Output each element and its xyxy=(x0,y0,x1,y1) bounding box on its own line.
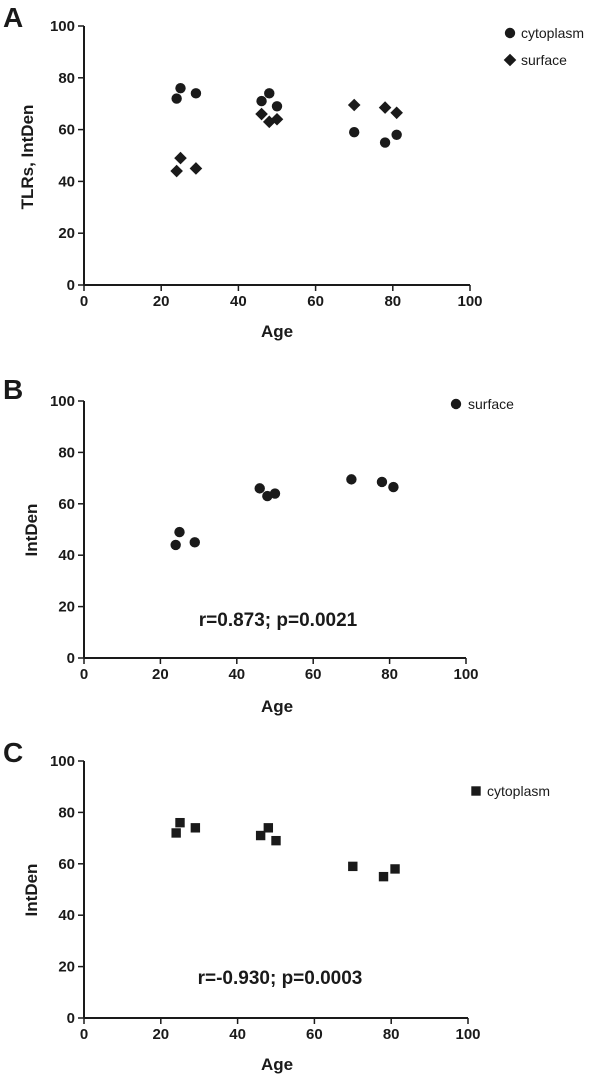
data-point-surface xyxy=(347,98,361,112)
x-tick-label: 100 xyxy=(457,293,482,310)
y-tick-label: 60 xyxy=(58,496,75,513)
data-point-cytoplasm xyxy=(378,871,389,882)
x-tick-label: 20 xyxy=(152,1026,169,1043)
legend-marker-surface xyxy=(450,398,462,410)
panel-b: B IntDen Age r=0.873; p=0.0021 surface 0… xyxy=(3,374,514,716)
y-tick-label: 40 xyxy=(58,907,75,924)
panel-label: B xyxy=(3,374,23,405)
data-point-cytoplasm xyxy=(264,88,275,99)
data-point-surface xyxy=(254,483,265,494)
data-point-surface xyxy=(270,112,284,126)
y-tick-label: 20 xyxy=(58,225,75,242)
data-point-cytoplasm xyxy=(349,126,360,138)
data-point-cytoplasm xyxy=(175,817,185,828)
x-tick-label: 100 xyxy=(455,1026,480,1043)
plot-area: 0 20 40 60 80 100 0 20 40 60 80 100 xyxy=(50,393,479,683)
x-tick-label: 40 xyxy=(230,293,247,310)
data-point-surface xyxy=(378,101,392,114)
x-tick-label: 60 xyxy=(305,666,322,683)
y-tick-label: 100 xyxy=(50,393,75,410)
data-point-cytoplasm xyxy=(190,823,201,833)
panel-c: C IntDen Age r=-0.930; p=0.0003 cytoplas… xyxy=(3,737,550,1074)
data-point-surface xyxy=(390,106,403,120)
legend-label: cytoplasm xyxy=(521,25,584,41)
data-point-cytoplasm xyxy=(171,828,181,838)
x-tick-label: 40 xyxy=(229,1026,246,1043)
x-tick-label: 40 xyxy=(228,666,245,683)
y-tick-label: 100 xyxy=(50,18,75,35)
data-point-cytoplasm xyxy=(256,95,267,107)
legend-marker-surface xyxy=(503,53,517,67)
x-tick-label: 80 xyxy=(381,666,398,683)
data-point-cytoplasm xyxy=(379,137,391,148)
correlation-annotation: r=0.873; p=0.0021 xyxy=(199,610,358,631)
x-tick-label: 60 xyxy=(307,293,324,310)
legend-marker-cytoplasm xyxy=(471,786,481,796)
x-axis-title: Age xyxy=(261,322,293,341)
y-tick-label: 0 xyxy=(67,1010,75,1027)
x-tick-label: 20 xyxy=(152,666,169,683)
y-tick-label: 40 xyxy=(58,547,75,564)
y-tick-label: 60 xyxy=(58,122,75,139)
x-tick-label: 80 xyxy=(384,293,401,310)
legend: cytoplasm xyxy=(471,783,550,799)
correlation-annotation: r=-0.930; p=0.0003 xyxy=(198,968,363,989)
data-point-surface xyxy=(170,539,181,551)
y-axis-title: TLRs, IntDen xyxy=(18,105,37,210)
data-point-cytoplasm xyxy=(271,101,283,112)
x-tick-label: 80 xyxy=(383,1026,400,1043)
data-point-cytoplasm xyxy=(391,129,402,140)
legend: surface xyxy=(450,396,514,412)
y-tick-label: 0 xyxy=(67,277,75,294)
legend-label: surface xyxy=(521,52,567,68)
data-point-surface xyxy=(376,476,388,488)
x-tick-label: 0 xyxy=(80,666,88,683)
x-tick-label: 0 xyxy=(80,1026,88,1043)
legend-label: surface xyxy=(468,396,514,412)
data-point-cytoplasm xyxy=(190,88,202,99)
x-axis-title: Age xyxy=(261,1055,293,1074)
y-tick-label: 60 xyxy=(58,856,75,873)
panel-label: A xyxy=(3,2,23,33)
data-point-surface xyxy=(269,488,281,499)
x-tick-label: 0 xyxy=(80,293,88,310)
plot-area: 0 20 40 60 80 100 0 20 40 60 80 100 xyxy=(50,18,483,310)
legend-label: cytoplasm xyxy=(487,783,550,799)
data-point-cytoplasm xyxy=(175,82,186,94)
data-point-cytoplasm xyxy=(271,835,281,846)
y-tick-label: 20 xyxy=(58,599,75,616)
data-point-cytoplasm xyxy=(390,864,400,874)
y-axis-title: IntDen xyxy=(22,864,41,917)
plot-area: 0 20 40 60 80 100 0 20 40 60 80 100 xyxy=(50,753,481,1043)
panel-label: C xyxy=(3,737,23,768)
y-tick-label: 20 xyxy=(58,959,75,976)
data-point-surface xyxy=(189,162,203,175)
y-tick-label: 80 xyxy=(58,70,75,87)
y-tick-label: 80 xyxy=(58,804,75,821)
panel-a: A TLRs, IntDen Age cytoplasm surface 0 20 4… xyxy=(3,2,584,341)
y-tick-label: 80 xyxy=(58,444,75,461)
legend-marker-cytoplasm xyxy=(504,27,516,39)
y-tick-label: 40 xyxy=(58,173,75,190)
data-point-surface xyxy=(255,107,268,121)
data-point-surface xyxy=(346,474,357,485)
data-point-cytoplasm xyxy=(263,823,274,833)
data-point-surface xyxy=(174,526,185,538)
data-point-surface xyxy=(388,481,399,493)
y-tick-label: 0 xyxy=(67,650,75,667)
data-point-surface xyxy=(189,537,200,548)
legend: cytoplasm surface xyxy=(503,25,584,68)
data-point-cytoplasm xyxy=(171,93,182,104)
x-tick-label: 20 xyxy=(153,293,170,310)
data-point-cytoplasm xyxy=(255,830,266,841)
y-tick-label: 100 xyxy=(50,753,75,770)
y-axis-title: IntDen xyxy=(22,504,41,557)
data-point-surface xyxy=(174,151,187,165)
x-axis-title: Age xyxy=(261,697,293,716)
data-point-cytoplasm xyxy=(348,861,358,872)
x-tick-label: 100 xyxy=(453,666,478,683)
x-tick-label: 60 xyxy=(306,1026,323,1043)
data-point-surface xyxy=(170,164,183,178)
